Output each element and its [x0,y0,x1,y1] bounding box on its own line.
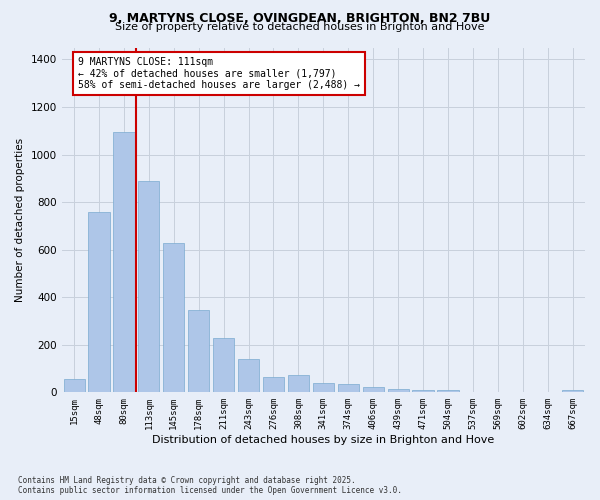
Text: Size of property relative to detached houses in Brighton and Hove: Size of property relative to detached ho… [115,22,485,32]
Text: 9 MARTYNS CLOSE: 111sqm
← 42% of detached houses are smaller (1,797)
58% of semi: 9 MARTYNS CLOSE: 111sqm ← 42% of detache… [78,57,360,90]
Bar [562,390,583,392]
Y-axis label: Number of detached properties: Number of detached properties [15,138,25,302]
Bar [263,377,284,392]
Bar [437,390,458,392]
Bar [313,384,334,392]
Bar [138,180,160,392]
X-axis label: Distribution of detached houses by size in Brighton and Hove: Distribution of detached houses by size … [152,435,494,445]
Bar [113,132,134,392]
Bar [64,380,85,392]
Bar [188,310,209,392]
Bar [88,212,110,392]
Bar [163,242,184,392]
Text: 9, MARTYNS CLOSE, OVINGDEAN, BRIGHTON, BN2 7BU: 9, MARTYNS CLOSE, OVINGDEAN, BRIGHTON, B… [109,12,491,26]
Bar [213,338,234,392]
Bar [412,390,434,392]
Bar [338,384,359,392]
Text: Contains HM Land Registry data © Crown copyright and database right 2025.
Contai: Contains HM Land Registry data © Crown c… [18,476,402,495]
Bar [388,389,409,392]
Bar [238,359,259,392]
Bar [288,375,309,392]
Bar [362,387,384,392]
